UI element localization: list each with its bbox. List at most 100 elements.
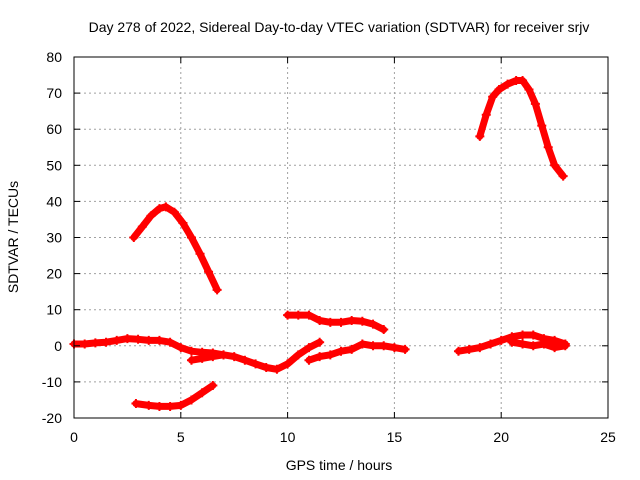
data-point (176, 400, 186, 410)
x-axis-label: GPS time / hours (286, 457, 393, 473)
data-point (357, 316, 367, 326)
data-point (518, 330, 528, 340)
data-point (161, 202, 171, 212)
data-point (229, 352, 239, 362)
series-line (130, 203, 221, 294)
data-point (131, 399, 141, 409)
data-point (283, 310, 293, 320)
data-point (368, 319, 378, 329)
series-arc-9 (507, 337, 570, 353)
series-arc-6 (283, 310, 389, 335)
data-point (178, 218, 188, 228)
data-point (347, 344, 357, 354)
data-point (464, 344, 474, 354)
data-point (204, 267, 214, 277)
data-point (197, 353, 207, 363)
y-tick-label: 40 (46, 193, 62, 209)
data-point (90, 338, 100, 348)
chart-title: Day 278 of 2022, Sidereal Day-to-day VTE… (89, 19, 590, 35)
y-tick-label: 10 (46, 302, 62, 318)
series-arc-1 (129, 202, 222, 295)
data-point (186, 346, 196, 356)
data-point (112, 335, 122, 345)
data-point (80, 339, 90, 349)
y-tick-label: 70 (46, 85, 62, 101)
data-point (550, 343, 560, 353)
data-point (186, 395, 196, 405)
data-point (195, 249, 205, 259)
data-point (543, 142, 553, 152)
data-point (496, 335, 506, 345)
data-point (528, 330, 538, 340)
y-tick-label: 50 (46, 157, 62, 173)
data-point (315, 337, 325, 347)
data-point (524, 84, 534, 94)
data-point (304, 343, 314, 353)
data-point (379, 325, 389, 335)
data-point (550, 160, 560, 170)
series-arc-7 (304, 339, 410, 365)
data-point (537, 121, 547, 131)
x-tick-label: 20 (493, 429, 509, 445)
data-point (283, 359, 293, 369)
data-point (357, 339, 367, 349)
data-point (165, 401, 175, 411)
data-point (144, 335, 154, 345)
data-point (133, 334, 143, 344)
x-tick-label: 25 (600, 429, 616, 445)
x-tick-label: 10 (280, 429, 296, 445)
data-point (389, 343, 399, 353)
data-point (518, 339, 528, 349)
grid (74, 57, 608, 418)
data-point (325, 350, 335, 360)
data-point (219, 350, 229, 360)
data-point (558, 171, 568, 181)
x-tick-label: 5 (177, 429, 185, 445)
data-point (240, 355, 250, 365)
data-point (122, 334, 132, 344)
y-axis-label: SDTVAR / TECUs (5, 181, 21, 293)
data-point (212, 285, 222, 295)
data-point (146, 211, 156, 221)
data-point (154, 401, 164, 411)
data-point (137, 222, 147, 232)
data-point (293, 350, 303, 360)
data-point (315, 316, 325, 326)
data-point (336, 317, 346, 327)
series-arc-4 (186, 337, 325, 374)
data-point (494, 84, 504, 94)
y-tick-labels: -20 -10 0 10 20 30 40 50 60 70 80 (42, 49, 62, 426)
data-point (379, 341, 389, 351)
data-point (208, 381, 218, 391)
data-point (347, 316, 357, 326)
data-point (304, 310, 314, 320)
data-point (539, 339, 549, 349)
series-line (305, 340, 409, 364)
y-tick-label: 60 (46, 121, 62, 137)
data-point (251, 359, 261, 369)
y-tick-label: 0 (54, 338, 62, 354)
data-point (144, 400, 154, 410)
x-tick-label: 15 (387, 429, 403, 445)
axis-ticks (73, 56, 609, 419)
x-tick-label: 0 (70, 429, 78, 445)
data-point (518, 75, 528, 85)
data-point (315, 352, 325, 362)
data-point (530, 99, 540, 109)
data-point (475, 343, 485, 353)
data-point (507, 337, 517, 347)
data-point (486, 339, 496, 349)
data-point (129, 233, 139, 242)
data-point (336, 346, 346, 356)
data-point (154, 204, 164, 214)
data-point (325, 317, 335, 327)
data-point (186, 233, 196, 242)
data-point (272, 364, 282, 374)
y-tick-label: -10 (42, 374, 62, 390)
data-point (197, 388, 207, 398)
series-arc-2 (475, 75, 568, 181)
x-tick-labels: 0 5 10 15 20 25 (70, 429, 616, 445)
data-point (101, 337, 111, 347)
series-line (284, 311, 388, 334)
